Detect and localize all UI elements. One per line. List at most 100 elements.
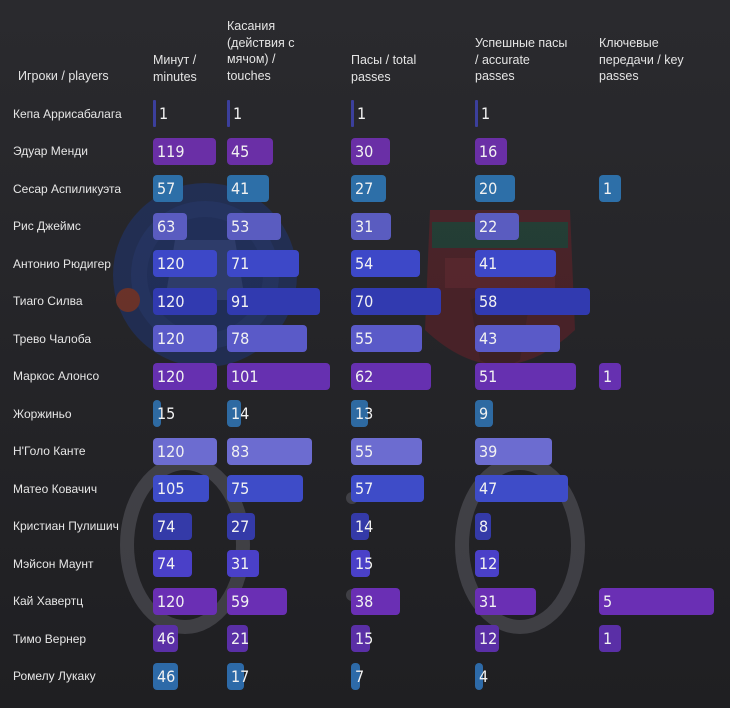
bar-touches	[227, 325, 307, 352]
bar-passes	[351, 250, 420, 277]
bar-minutes	[153, 287, 217, 315]
value-accurate: 41	[479, 254, 498, 273]
bar-accurate	[475, 550, 499, 577]
bar-accurate	[475, 212, 519, 240]
value-minutes: 120	[157, 254, 185, 273]
player-name: Кай Хавертц	[13, 594, 84, 608]
player-name: Кристиан Пулишич	[13, 519, 119, 533]
value-accurate: 51	[479, 366, 498, 386]
value-accurate: 4	[479, 666, 489, 686]
value-key-passes: 1	[603, 629, 613, 648]
bar-passes	[351, 437, 422, 465]
value-touches: 17	[231, 666, 250, 686]
bar-accurate	[475, 287, 590, 315]
bar-accurate	[475, 325, 560, 352]
value-accurate: 16	[479, 141, 498, 161]
bar-accurate	[475, 475, 568, 502]
bar-key-passes	[599, 362, 621, 390]
bar-accurate	[475, 662, 483, 690]
bar-passes	[351, 400, 368, 427]
value-touches: 101	[231, 366, 259, 386]
bar-minutes	[153, 587, 217, 615]
value-touches: 53	[231, 216, 250, 236]
value-accurate: 31	[479, 591, 498, 611]
value-minutes: 74	[157, 554, 176, 573]
value-accurate: 12	[479, 554, 498, 573]
value-minutes: 120	[157, 329, 185, 348]
value-accurate: 8	[479, 516, 489, 536]
value-passes: 15	[355, 629, 374, 648]
value-accurate: 12	[479, 629, 498, 648]
value-key-passes: 1	[603, 179, 613, 198]
header-passes: Пасы / total passes	[351, 53, 417, 84]
bar-minutes	[153, 512, 192, 540]
bar-minutes	[153, 137, 216, 165]
bar-touches	[227, 287, 320, 315]
value-minutes: 15	[157, 404, 176, 423]
header-touches: Касания (действия с мячом) / touches	[227, 19, 295, 83]
value-accurate: 43	[479, 329, 498, 348]
bar-minutes	[153, 362, 217, 390]
header-minutes: Минут / minutes	[153, 53, 197, 84]
bar-passes	[351, 100, 354, 127]
value-touches: 91	[231, 291, 250, 311]
value-minutes: 46	[157, 629, 176, 648]
value-passes: 14	[355, 516, 374, 536]
bar-minutes	[153, 662, 178, 690]
bar-touches	[227, 212, 281, 240]
bar-minutes	[153, 325, 217, 352]
bar-touches	[227, 100, 230, 127]
bar-touches	[227, 137, 273, 165]
value-accurate: 22	[479, 216, 498, 236]
bar-key-passes	[599, 625, 621, 652]
bar-minutes	[153, 212, 187, 240]
bar-passes	[351, 550, 370, 577]
bar-accurate	[475, 437, 552, 465]
value-touches: 59	[231, 591, 250, 611]
value-passes: 7	[355, 666, 365, 686]
player-name: Эдуар Менди	[13, 144, 88, 158]
bar-touches	[227, 662, 244, 690]
value-passes: 54	[355, 254, 374, 273]
bar-minutes	[153, 625, 178, 652]
bar-passes	[351, 137, 390, 165]
bar-minutes	[153, 550, 192, 577]
bar-accurate	[475, 400, 493, 427]
header-key-passes: Ключевые передачи / key passes	[599, 36, 684, 83]
bar-passes	[351, 325, 422, 352]
bar-minutes	[153, 100, 156, 127]
value-touches: 71	[231, 254, 250, 273]
value-minutes: 120	[157, 366, 185, 386]
value-minutes: 63	[157, 216, 176, 236]
value-passes: 1	[357, 104, 367, 123]
bar-passes	[351, 362, 431, 390]
value-key-passes: 1	[603, 366, 613, 386]
player-name: Тимо Вернер	[13, 631, 87, 646]
player-name: Маркос Алонсо	[13, 369, 100, 383]
bar-passes	[351, 287, 441, 315]
value-touches: 45	[231, 141, 250, 161]
value-accurate: 39	[479, 441, 498, 461]
value-minutes: 1	[159, 104, 169, 123]
player-name: Рис Джеймс	[13, 219, 81, 233]
bar-passes	[351, 625, 370, 652]
value-passes: 70	[355, 291, 374, 311]
bar-touches	[227, 475, 303, 502]
player-name: Жоржиньо	[13, 406, 72, 421]
bar-passes	[351, 475, 424, 502]
bar-touches	[227, 587, 287, 615]
bar-accurate	[475, 362, 576, 390]
value-touches: 83	[231, 441, 250, 461]
value-touches: 41	[231, 179, 250, 198]
value-passes: 13	[355, 404, 374, 423]
value-minutes: 120	[157, 591, 185, 611]
value-touches: 1	[233, 104, 243, 123]
value-passes: 15	[355, 554, 374, 573]
value-passes: 55	[355, 329, 374, 348]
player-name: Матео Ковачич	[13, 481, 98, 496]
bar-minutes	[153, 475, 209, 502]
value-passes: 57	[355, 479, 374, 498]
player-name: Кепа Аррисабалага	[13, 106, 122, 121]
bar-accurate	[475, 250, 556, 277]
value-minutes: 119	[157, 141, 185, 161]
